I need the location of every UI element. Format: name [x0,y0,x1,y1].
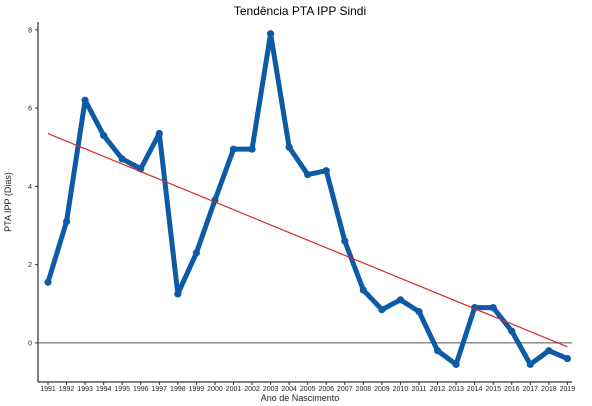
y-tick-label: 2 [28,262,32,269]
x-tick-label: 2019 [560,386,576,393]
x-tick-label: 2018 [541,386,557,393]
x-tick-label: 1992 [59,386,75,393]
y-axis-label: PTA IPP (Dias) [3,172,13,232]
data-point [229,145,238,153]
data-point [396,296,405,304]
data-point [155,129,163,138]
data-point [62,217,71,226]
x-tick-label: 2003 [263,386,279,393]
x-tick-label: 2005 [300,386,316,393]
x-tick-label: 2006 [318,386,334,393]
x-tick-label: 2000 [207,386,223,393]
data-point [81,96,89,104]
x-tick-label: 2012 [430,386,446,393]
x-tick-label: 1994 [96,386,112,393]
data-point [508,327,516,335]
x-tick-label: 2013 [448,386,464,393]
x-tick-label: 1993 [77,386,93,393]
data-point [545,347,553,355]
data-point [100,131,108,140]
x-tick-label: 2010 [393,386,409,393]
chart-title: Tendência PTA IPP Sindi [234,4,366,18]
data-point [433,347,442,355]
x-tick-label: 1996 [133,386,149,393]
x-tick-label: 1991 [40,386,56,393]
series-layer [44,30,572,368]
x-tick-label: 2001 [226,386,242,393]
data-point [415,307,423,316]
data-point [452,360,460,368]
x-tick-label: 1995 [114,386,130,393]
data-point [526,360,534,368]
data-point [378,306,386,314]
data-point [304,171,312,179]
y-tick-label: 8 [28,27,32,34]
x-tick-label: 2008 [356,386,372,393]
x-tick-label: 2011 [411,386,426,393]
y-tick-label: 6 [28,106,32,113]
data-point [267,30,275,38]
data-point [192,249,200,257]
y-tick-labels: 0 2 4 6 8 [28,27,38,347]
data-point [285,143,293,151]
y-tick-label: 4 [28,184,32,191]
data-point [174,290,182,298]
x-tick-label: 2015 [485,386,501,393]
data-point [44,278,52,286]
x-tick-label: 2009 [374,386,390,393]
data-point [322,167,330,175]
x-tick-label: 1999 [189,386,205,393]
trend-line [47,132,568,348]
x-tick-label: 2017 [523,386,539,393]
data-point [341,237,349,245]
data-point [248,145,256,153]
axes [37,22,572,383]
trend-line-layer [47,132,568,348]
x-tick-label: 2014 [467,386,483,393]
x-tick-label: 1998 [170,386,186,393]
x-tick-label: 2002 [244,386,260,393]
data-point [359,286,367,294]
x-tick-labels: 1991 1992 1993 1994 1995 1996 1997 1998 1999 2000… [40,382,575,393]
data-point [563,354,572,363]
x-tick-label: 1997 [152,386,168,393]
x-tick-label: 2016 [504,386,520,393]
x-tick-label: 2004 [281,386,297,393]
y-tick-label: 0 [28,340,32,347]
x-axis-label: Ano de Nascimento [261,393,340,403]
data-point [489,304,497,312]
x-tick-label: 2007 [337,386,353,393]
data-point [118,155,126,163]
